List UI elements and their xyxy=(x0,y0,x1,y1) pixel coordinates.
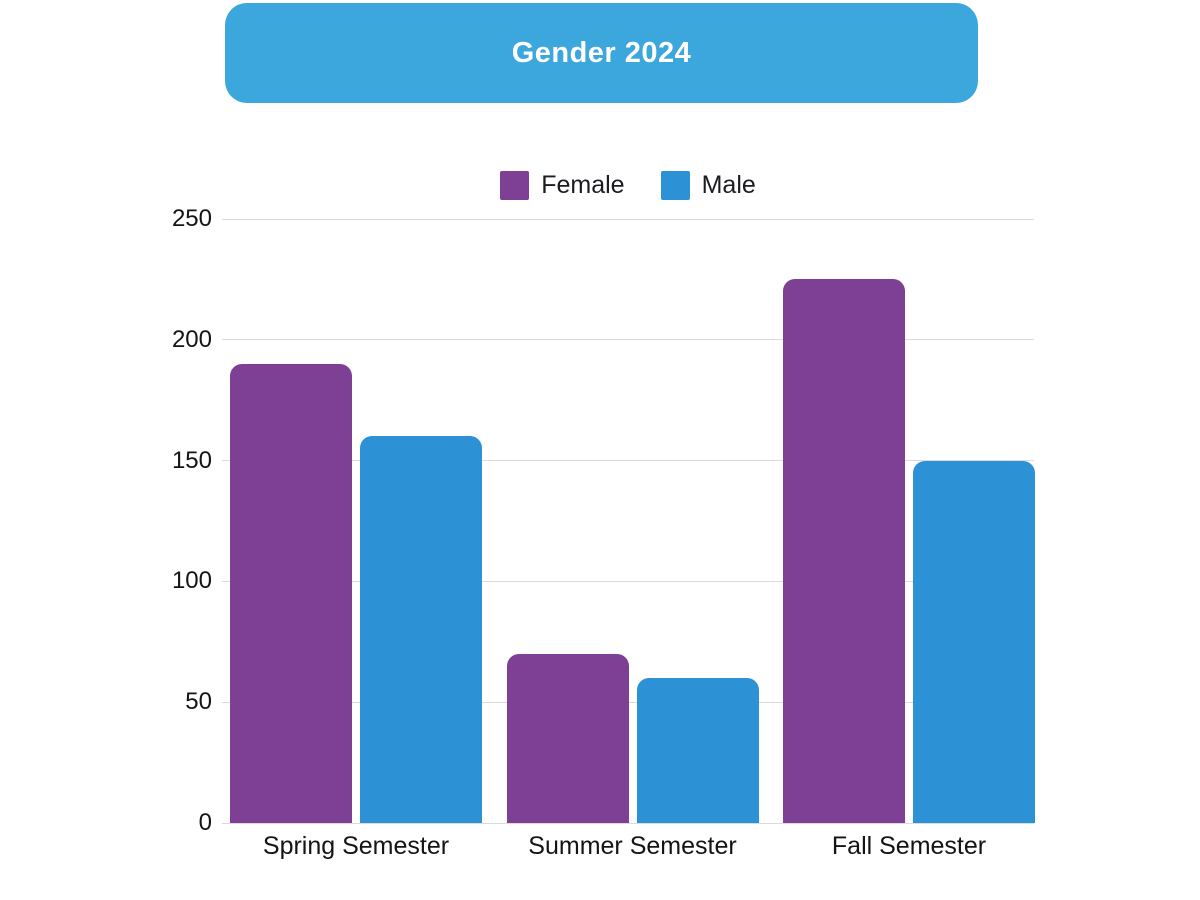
legend-label-male: Male xyxy=(701,170,756,199)
y-tick-100: 100 xyxy=(171,567,212,595)
gridline-0 xyxy=(222,822,1034,824)
bar-female-2 xyxy=(506,653,629,823)
legend-item-female: Female xyxy=(500,170,625,200)
x-label-1: Spring Semester xyxy=(262,832,450,860)
chart-title: Gender 2024 xyxy=(511,36,692,69)
y-tick-250: 250 xyxy=(171,205,212,232)
x-label-2: Summer Semester xyxy=(528,832,737,860)
y-tick-150: 150 xyxy=(171,446,212,474)
bar-female-3 xyxy=(783,279,905,823)
y-tick-0: 0 xyxy=(198,809,212,836)
legend-item-male: Male xyxy=(660,170,756,200)
bar-female-1 xyxy=(230,363,352,823)
y-tick-200: 200 xyxy=(171,325,212,353)
legend: Female Male xyxy=(222,170,1034,200)
bar-male-3 xyxy=(913,460,1035,823)
female-swatch xyxy=(500,170,530,200)
male-swatch xyxy=(660,170,690,200)
x-label-3: Fall Semester xyxy=(831,832,987,860)
bar-male-1 xyxy=(360,436,482,823)
gridline-150 xyxy=(222,460,1034,462)
gridline-100 xyxy=(222,580,1034,582)
gridline-200 xyxy=(222,339,1034,341)
bar-male-2 xyxy=(636,678,759,823)
gridline-250 xyxy=(222,218,1034,220)
title-banner: Gender 2024 xyxy=(225,3,978,103)
legend-label-female: Female xyxy=(541,170,625,199)
y-tick-50: 50 xyxy=(185,688,212,716)
